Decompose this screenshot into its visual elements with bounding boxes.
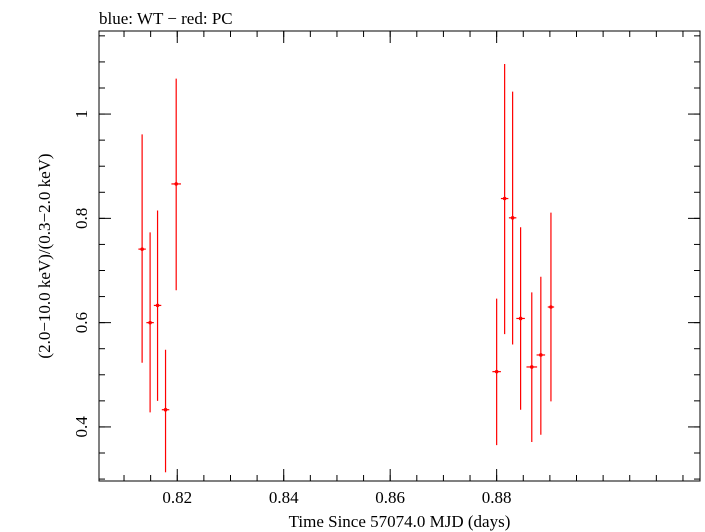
point-marker	[163, 407, 168, 412]
point-marker	[510, 216, 515, 220]
data-point	[153, 210, 162, 401]
data-point	[138, 134, 146, 363]
y-tick-label: 0.6	[72, 312, 91, 333]
tick-labels: 0.82 0.84 0.86 0.88 0.4 0.6 0.8 1	[72, 110, 512, 507]
data-point	[500, 64, 509, 335]
data-point	[526, 292, 538, 443]
data-point	[536, 276, 546, 435]
point-marker	[549, 305, 553, 309]
data-point	[508, 91, 517, 345]
x-tick-label: 0.84	[269, 488, 299, 507]
point-marker	[539, 353, 543, 357]
chart-title: blue: WT − red: PC	[99, 9, 233, 28]
point-marker	[529, 365, 534, 369]
data-point	[161, 349, 170, 473]
data-points	[138, 64, 555, 473]
axis-ticks	[99, 31, 700, 481]
point-marker	[494, 369, 499, 374]
data-point	[516, 227, 525, 410]
x-axis-label: Time Since 57074.0 MJD (days)	[289, 512, 511, 531]
y-tick-label: 0.4	[72, 416, 91, 438]
x-tick-label: 0.82	[162, 488, 192, 507]
x-tick-label: 0.86	[375, 488, 405, 507]
data-point	[146, 232, 154, 413]
point-marker	[518, 316, 523, 321]
plot-frame	[98, 30, 701, 482]
point-marker	[502, 196, 507, 201]
y-tick-label: 1	[72, 110, 91, 119]
point-marker	[148, 320, 152, 325]
data-point	[171, 78, 181, 291]
y-axis-label: (2.0−10.0 keV)/(0.3−2.0 keV)	[35, 153, 54, 358]
y-tick-label: 0.8	[72, 208, 91, 229]
data-point	[547, 212, 555, 402]
point-marker	[155, 303, 160, 308]
point-marker	[174, 182, 178, 186]
x-tick-label: 0.88	[482, 488, 512, 507]
data-point	[492, 298, 501, 446]
point-marker	[140, 247, 144, 251]
